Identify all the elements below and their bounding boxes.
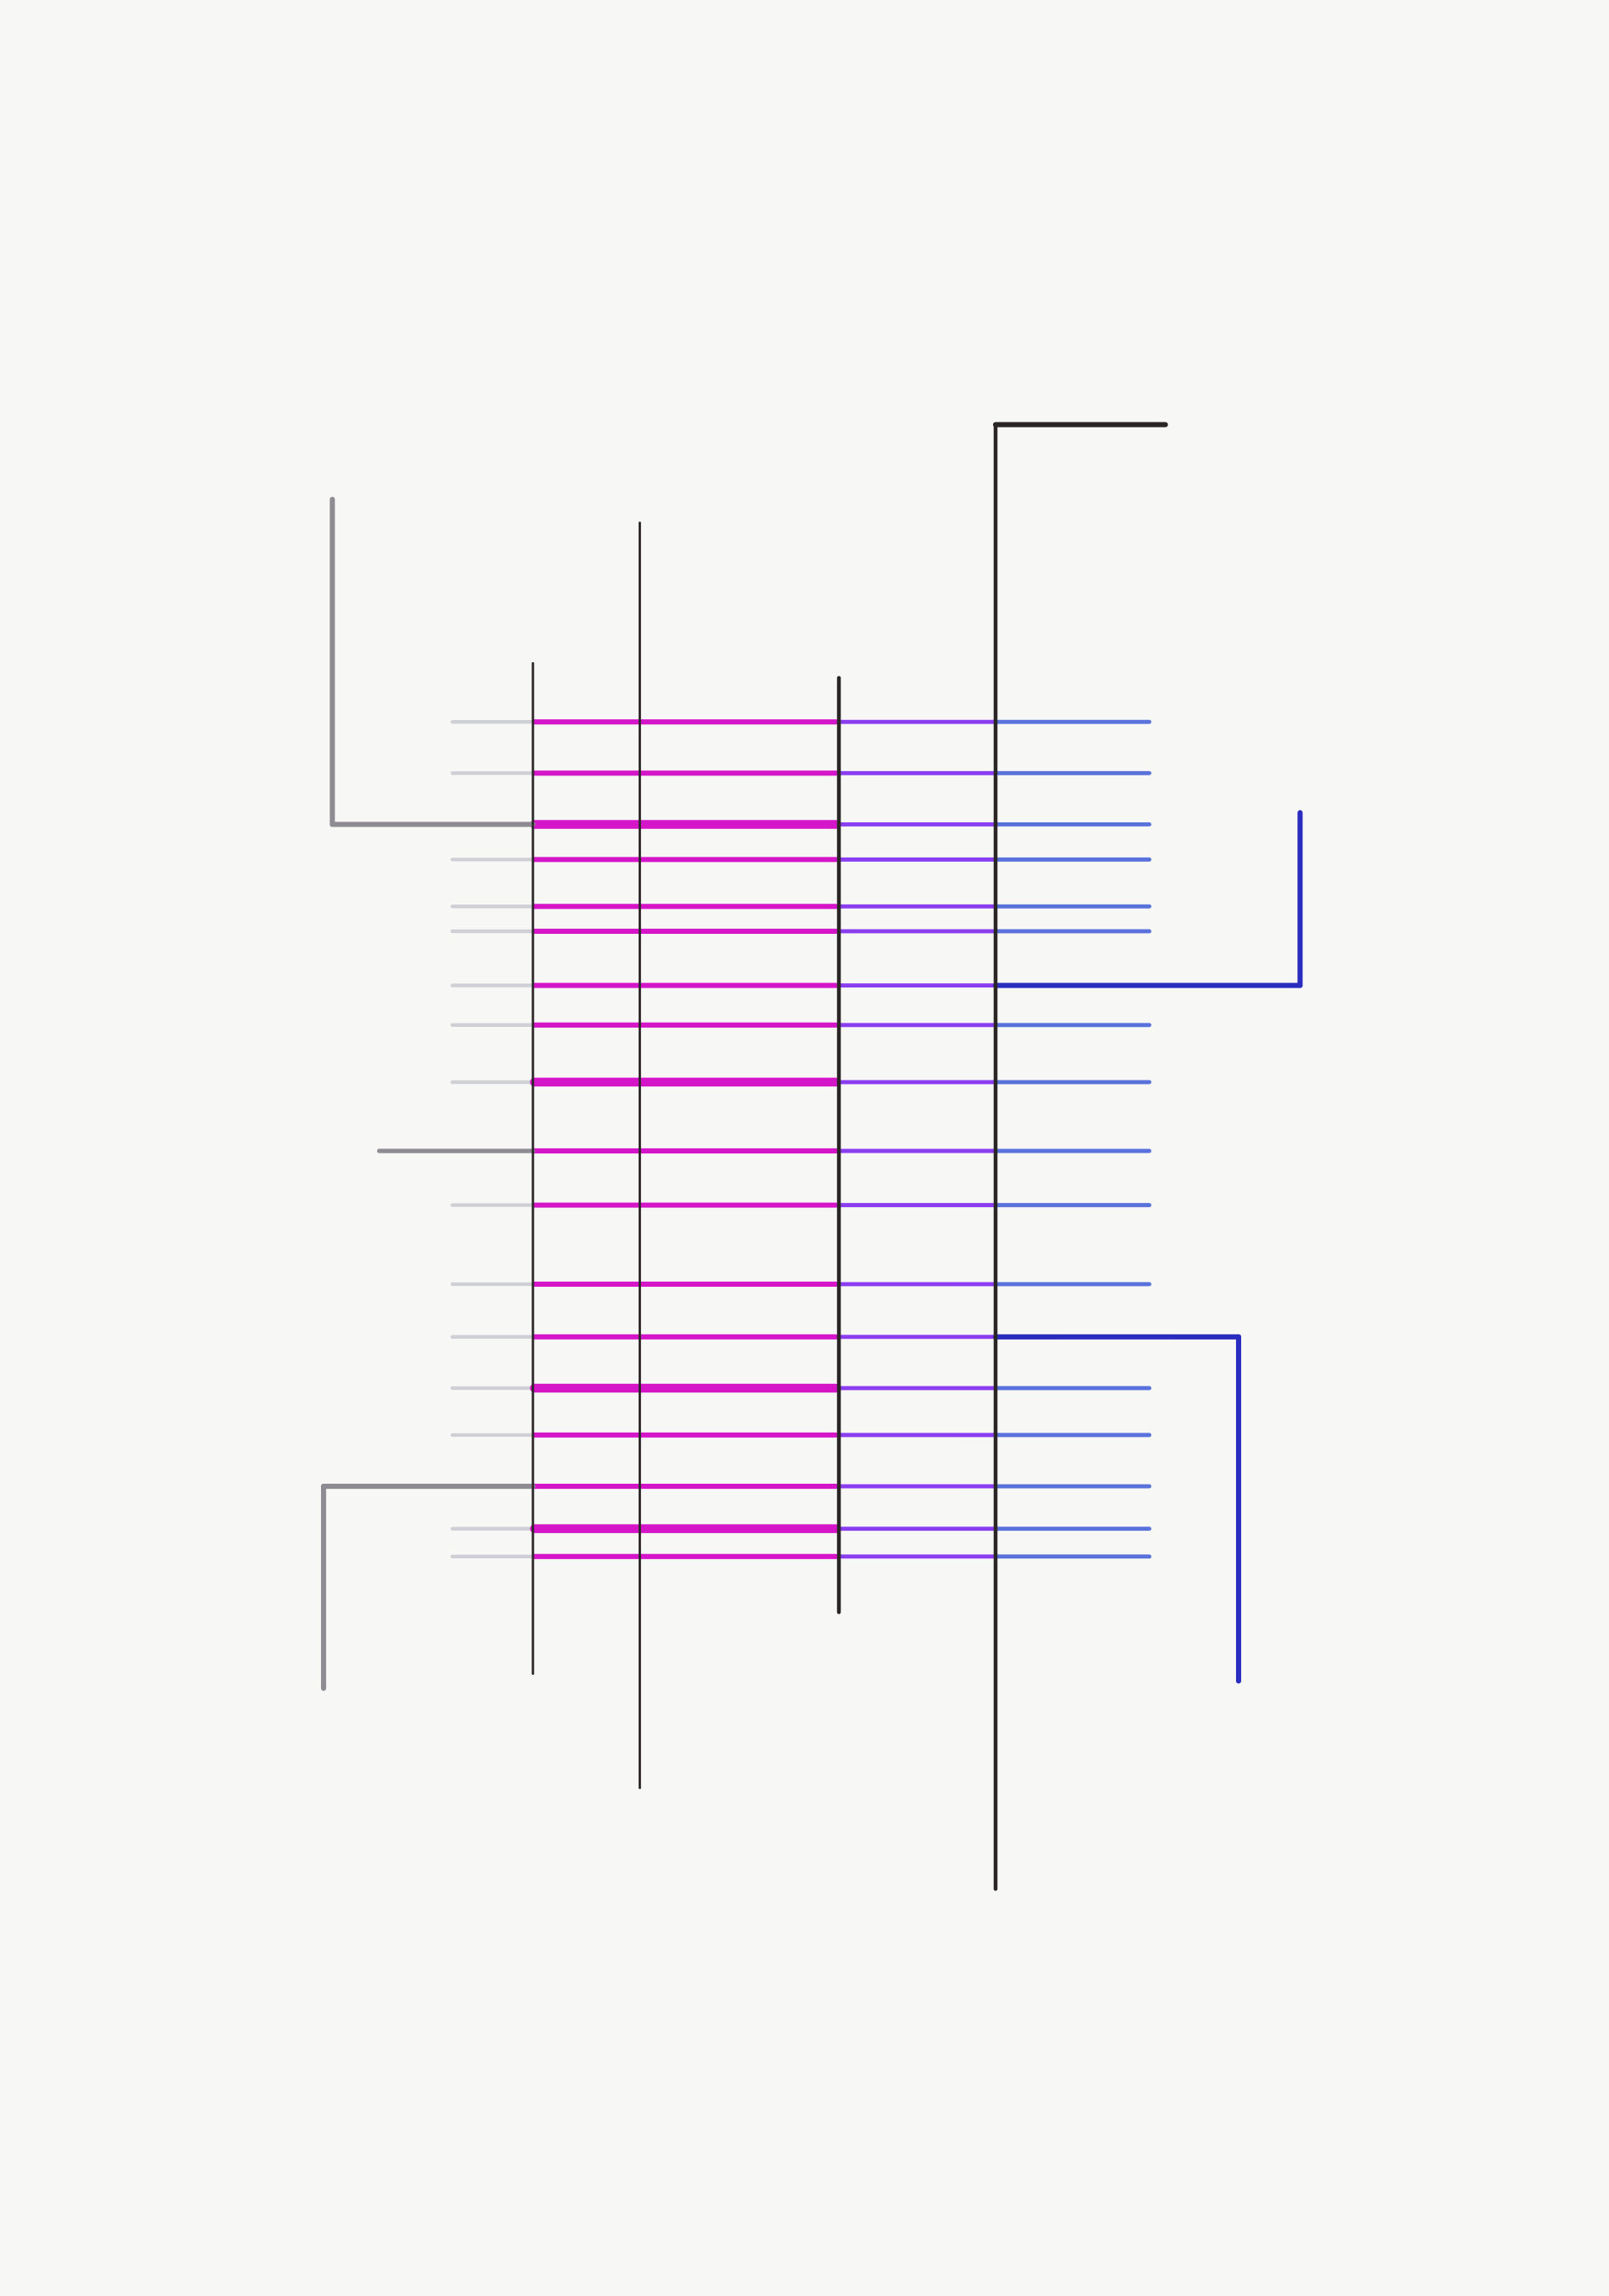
line-drawing-artwork — [0, 0, 1609, 2296]
paper-background — [0, 0, 1609, 2296]
